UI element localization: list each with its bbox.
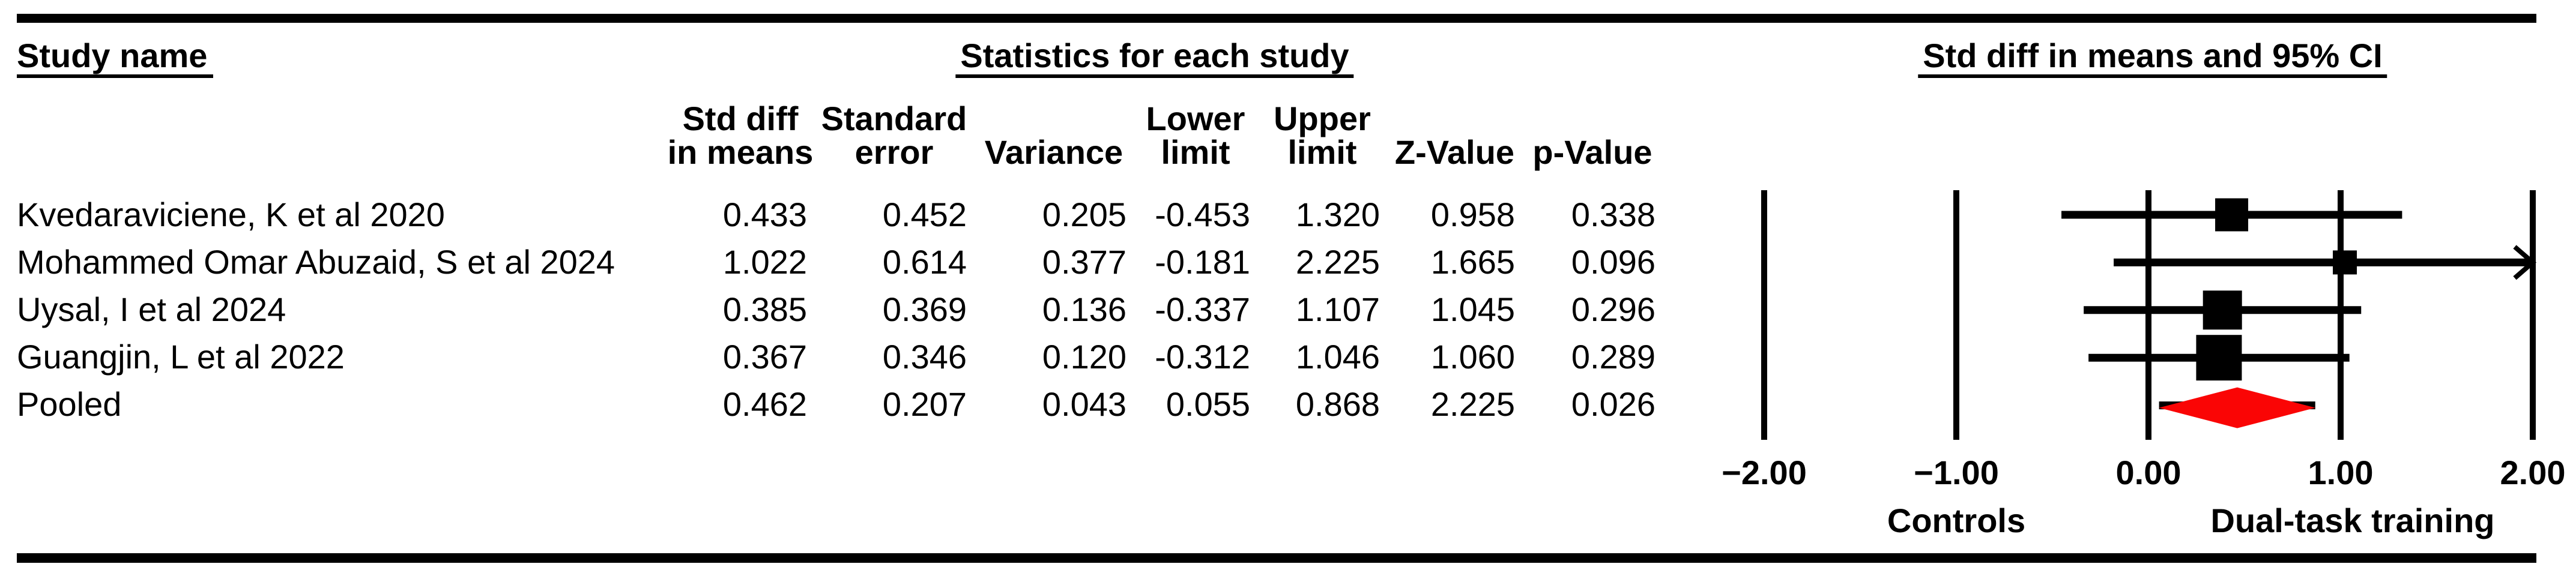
bottom-border-bar — [17, 553, 2536, 563]
stats-section-title: Statistics for each study — [955, 38, 1354, 78]
study-name: Kvedaraviciene, K et al 2020 — [17, 196, 445, 233]
p-value: 0.026 — [1571, 385, 1655, 423]
column-header-upper-limit: Upper limit — [1257, 102, 1387, 169]
variance-value: 0.136 — [1042, 290, 1126, 328]
axis-label-controls: Controls — [1887, 502, 2026, 539]
column-header-p: p-Value — [1522, 136, 1663, 169]
variance-value: 0.377 — [1042, 243, 1126, 281]
variance-value: 0.043 — [1042, 385, 1126, 423]
x-axis-tick-label: −2.00 — [1722, 454, 1807, 491]
standard-error-value: 0.346 — [882, 338, 967, 376]
column-header-standard-error: Standard error — [814, 102, 974, 169]
z-value: 0.958 — [1430, 196, 1515, 233]
z-value: 1.060 — [1430, 338, 1515, 376]
table-row: Kvedaraviciene, K et al 2020 0.433 0.452 0.… — [0, 191, 2576, 238]
std-diff-in-means-value: 0.462 — [722, 385, 807, 423]
variance-value: 0.120 — [1042, 338, 1126, 376]
ci-section-title: Std diff in means and 95% CI — [1918, 38, 2387, 78]
upper-limit-value: 1.107 — [1295, 290, 1380, 328]
upper-limit-value: 1.320 — [1295, 196, 1380, 233]
z-value: 2.225 — [1430, 385, 1515, 423]
std-diff-in-means-value: 0.433 — [722, 196, 807, 233]
standard-error-value: 0.452 — [882, 196, 967, 233]
std-diff-in-means-value: 0.385 — [722, 290, 807, 328]
column-header-line: p-Value — [1532, 133, 1652, 171]
lower-limit-value: 0.055 — [1166, 385, 1250, 423]
column-header-line: Variance — [984, 133, 1123, 171]
lower-limit-value: -0.312 — [1155, 338, 1250, 376]
std-diff-in-means-value: 1.022 — [722, 243, 807, 281]
column-header-line: Lower — [1146, 100, 1245, 137]
column-header-line: in means — [667, 133, 814, 171]
ci-clipped-arrowhead — [2513, 245, 2537, 280]
standard-error-value: 0.369 — [882, 290, 967, 328]
effect-size-square — [2215, 198, 2249, 232]
axis-label-dual-task-training: Dual-task training — [2210, 502, 2495, 539]
p-value: 0.296 — [1571, 290, 1655, 328]
table-row: Mohammed Omar Abuzaid, S et al 2024 1.022… — [0, 238, 2576, 286]
column-header-line: Upper — [1274, 100, 1371, 137]
study-name: Guangjin, L et al 2022 — [17, 338, 345, 376]
effect-size-square — [2203, 290, 2242, 330]
x-axis-tick-label: 1.00 — [2308, 454, 2374, 491]
variance-value: 0.205 — [1042, 196, 1126, 233]
lower-limit-value: -0.337 — [1155, 290, 1250, 328]
upper-limit-value: 1.046 — [1295, 338, 1380, 376]
column-header-line: Standard — [821, 100, 967, 137]
column-header-variance: Variance — [974, 136, 1134, 169]
study-column-title: Study name — [17, 38, 214, 78]
effect-size-square — [2196, 335, 2242, 381]
column-header-line: limit — [1161, 133, 1230, 171]
pooled-diamond — [2159, 387, 2315, 428]
column-header-z: Z-Value — [1387, 136, 1522, 169]
standard-error-value: 0.207 — [882, 385, 967, 423]
study-name: Mohammed Omar Abuzaid, S et al 2024 — [17, 243, 615, 281]
p-value: 0.338 — [1571, 196, 1655, 233]
study-name: Uysal, I et al 2024 — [17, 290, 286, 328]
p-value: 0.096 — [1571, 243, 1655, 281]
table-row: Uysal, I et al 2024 0.385 0.369 0.136 -0.337… — [0, 286, 2576, 333]
upper-limit-value: 2.225 — [1295, 243, 1380, 281]
standard-error-value: 0.614 — [882, 243, 967, 281]
p-value: 0.289 — [1571, 338, 1655, 376]
column-header-line: Z-Value — [1394, 133, 1515, 171]
forest-plot-canvas — [1761, 190, 2537, 440]
table-row: Guangjin, L et al 2022 0.367 0.346 0.120 -0.… — [0, 333, 2576, 380]
column-header-line: limit — [1287, 133, 1357, 171]
column-header-std-diff-in-means: Std diff in means — [667, 102, 814, 169]
std-diff-in-means-value: 0.367 — [722, 338, 807, 376]
x-axis-tick-label: −1.00 — [1914, 454, 1999, 491]
z-value: 1.665 — [1430, 243, 1515, 281]
lower-limit-value: -0.453 — [1155, 196, 1250, 233]
top-border-bar — [17, 14, 2536, 23]
effect-size-square — [2333, 250, 2357, 275]
x-axis-tick-label: 0.00 — [2115, 454, 2181, 491]
upper-limit-value: 0.868 — [1295, 385, 1380, 423]
z-value: 1.045 — [1430, 290, 1515, 328]
x-axis-tick-label: 2.00 — [2500, 454, 2566, 491]
table-row: Pooled 0.462 0.207 0.043 0.055 0.868 2.225 0.02… — [0, 380, 2576, 428]
study-name: Pooled — [17, 385, 122, 423]
column-header-lower-limit: Lower limit — [1134, 102, 1257, 169]
column-header-line: Std diff — [682, 100, 799, 137]
column-header-line: error — [854, 133, 934, 171]
lower-limit-value: -0.181 — [1155, 243, 1250, 281]
